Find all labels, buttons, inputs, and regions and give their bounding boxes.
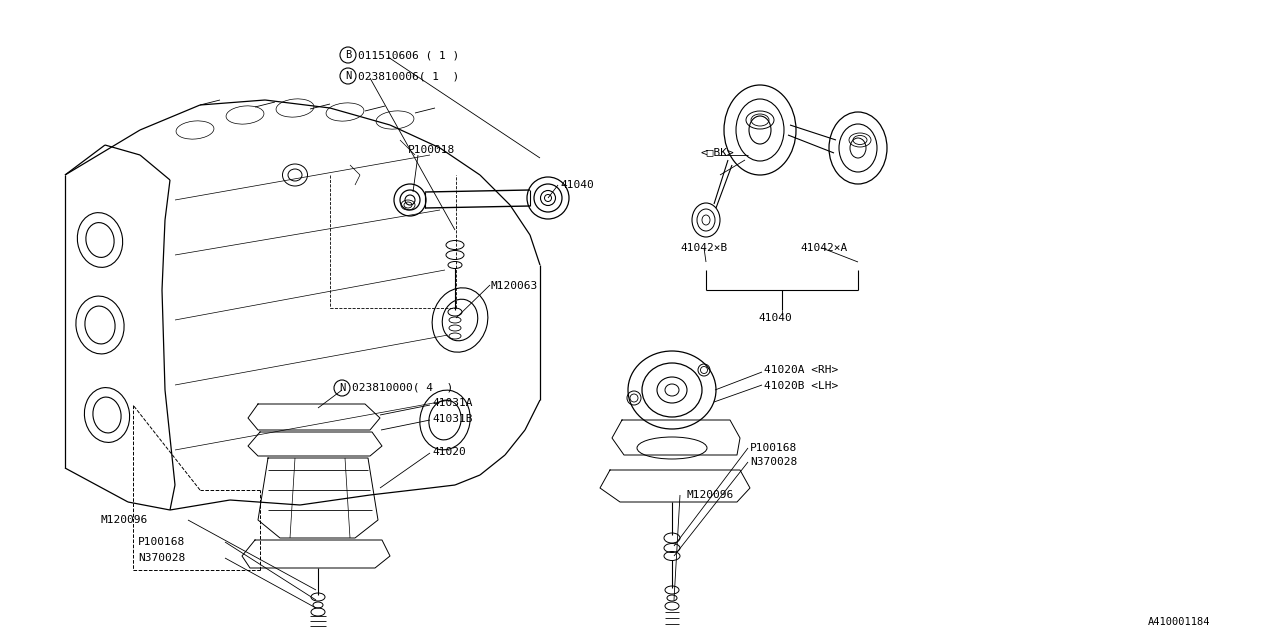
Text: P100168: P100168 [750, 443, 797, 453]
Text: 011510606 ( 1 ): 011510606 ( 1 ) [358, 50, 460, 60]
Text: M120096: M120096 [686, 490, 733, 500]
Text: N: N [339, 383, 346, 393]
Text: 41020A <RH>: 41020A <RH> [764, 365, 838, 375]
Text: 41020: 41020 [433, 447, 466, 457]
Text: M120063: M120063 [490, 281, 538, 291]
Text: 41020B <LH>: 41020B <LH> [764, 381, 838, 391]
Text: N370028: N370028 [138, 553, 186, 563]
Text: P100168: P100168 [138, 537, 186, 547]
Text: A410001184: A410001184 [1147, 617, 1210, 627]
Text: P100018: P100018 [408, 145, 456, 155]
Text: B: B [344, 50, 351, 60]
Text: 41031A: 41031A [433, 398, 472, 408]
Text: N: N [344, 71, 351, 81]
Text: 023810006( 1  ): 023810006( 1 ) [358, 71, 460, 81]
Text: 41040: 41040 [758, 313, 792, 323]
Text: 41042×B: 41042×B [680, 243, 727, 253]
Text: 41031B: 41031B [433, 414, 472, 424]
Text: 41042×A: 41042×A [800, 243, 847, 253]
Text: 023810000( 4  ): 023810000( 4 ) [352, 383, 453, 393]
Text: M120096: M120096 [100, 515, 147, 525]
Text: N370028: N370028 [750, 457, 797, 467]
Text: 41040: 41040 [561, 180, 594, 190]
Text: <□BK>: <□BK> [700, 147, 733, 157]
